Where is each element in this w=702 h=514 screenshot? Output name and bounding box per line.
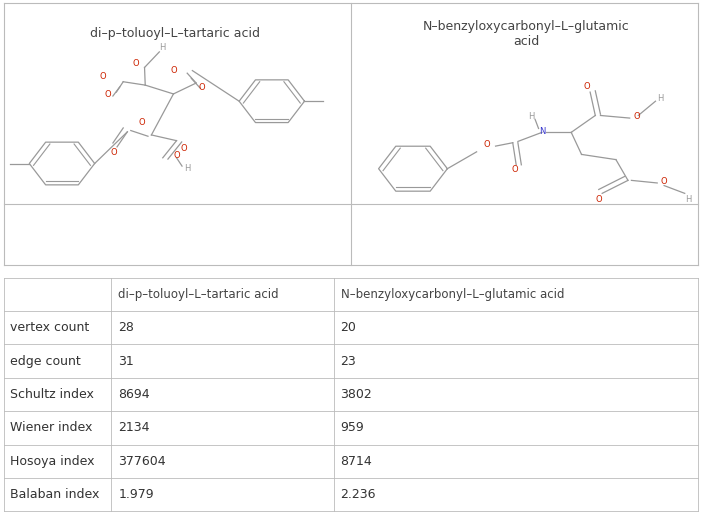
Text: Hosoya index: Hosoya index xyxy=(11,455,95,468)
Text: H: H xyxy=(658,94,664,103)
Text: vertex count: vertex count xyxy=(11,321,90,334)
Text: 8694: 8694 xyxy=(118,388,150,401)
Text: O: O xyxy=(583,82,590,91)
Text: O: O xyxy=(173,151,180,160)
Text: 2.236: 2.236 xyxy=(340,488,376,501)
Text: 3802: 3802 xyxy=(340,388,372,401)
Text: O: O xyxy=(511,166,518,174)
Text: 959: 959 xyxy=(340,421,364,434)
Text: 28: 28 xyxy=(118,321,134,334)
Text: 377604: 377604 xyxy=(118,455,166,468)
Text: O: O xyxy=(180,144,187,153)
Text: 1.979: 1.979 xyxy=(118,488,154,501)
Text: O: O xyxy=(138,118,145,127)
Text: 31: 31 xyxy=(118,355,134,368)
Text: Schultz index: Schultz index xyxy=(11,388,94,401)
Text: 2134: 2134 xyxy=(118,421,150,434)
Text: H: H xyxy=(184,164,190,173)
Text: di–p–toluoyl–L–tartaric acid: di–p–toluoyl–L–tartaric acid xyxy=(118,288,279,301)
Text: O: O xyxy=(199,83,205,91)
Text: di–p–toluoyl–L–tartaric acid: di–p–toluoyl–L–tartaric acid xyxy=(91,27,260,40)
Text: N: N xyxy=(539,126,545,136)
Text: O: O xyxy=(105,90,111,99)
Text: N–benzyloxycarbonyl–L–glutamic
acid: N–benzyloxycarbonyl–L–glutamic acid xyxy=(423,20,630,48)
Text: O: O xyxy=(633,112,640,121)
Text: 20: 20 xyxy=(340,321,357,334)
Text: O: O xyxy=(110,148,117,157)
Text: 8714: 8714 xyxy=(340,455,372,468)
Text: O: O xyxy=(484,140,490,149)
Text: H: H xyxy=(685,195,691,205)
Text: O: O xyxy=(133,59,139,68)
Text: O: O xyxy=(661,177,668,186)
Text: O: O xyxy=(170,66,177,75)
Text: O: O xyxy=(595,195,602,205)
Text: Wiener index: Wiener index xyxy=(11,421,93,434)
Text: H: H xyxy=(529,112,535,121)
Text: O: O xyxy=(99,72,106,81)
Text: 23: 23 xyxy=(340,355,357,368)
Text: edge count: edge count xyxy=(11,355,81,368)
Text: Balaban index: Balaban index xyxy=(11,488,100,501)
Text: H: H xyxy=(159,44,166,52)
Text: N–benzyloxycarbonyl–L–glutamic acid: N–benzyloxycarbonyl–L–glutamic acid xyxy=(340,288,564,301)
